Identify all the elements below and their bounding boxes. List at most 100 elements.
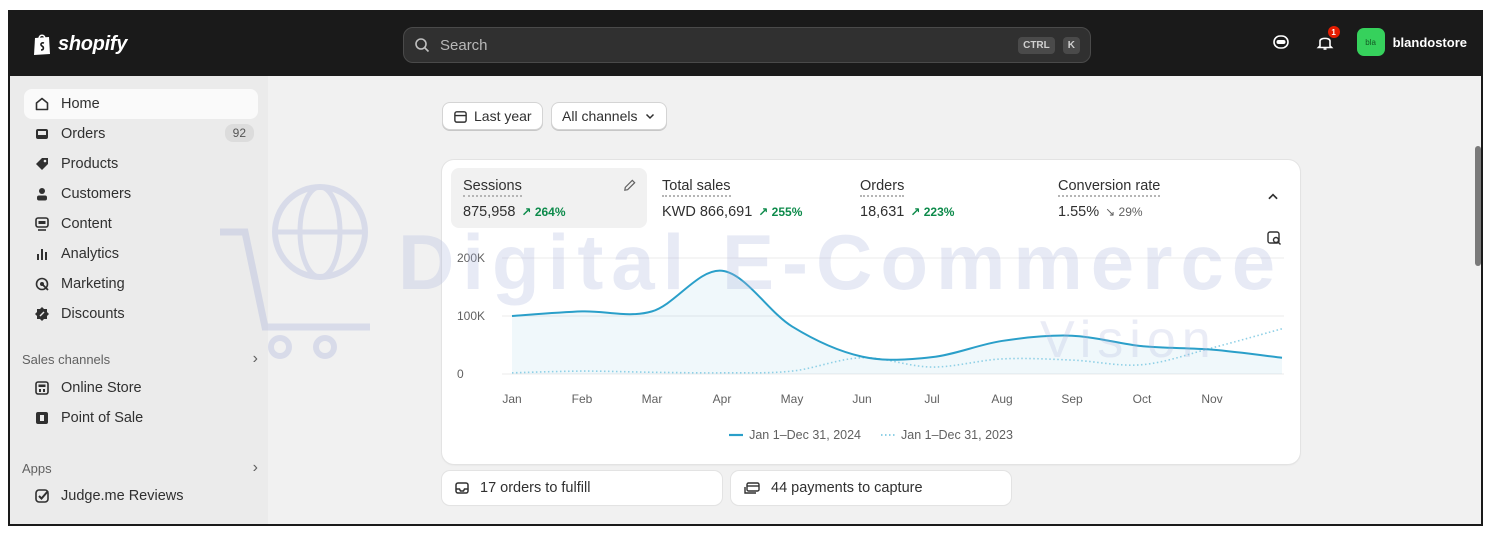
store-name: blandostore <box>1392 34 1467 50</box>
sidebar-item-home[interactable]: Home <box>24 89 258 119</box>
shortcut-key-ctrl: CTRL <box>1018 36 1055 54</box>
search-icon <box>415 38 430 53</box>
sidebar-item-discounts[interactable]: Discounts <box>24 299 258 329</box>
watermark-text: Digital E-Commerce <box>398 218 1284 306</box>
notifications-button[interactable]: 1 <box>1313 26 1340 54</box>
chevron-down-icon <box>645 113 654 120</box>
home-icon <box>34 96 50 112</box>
inbox-icon <box>34 126 50 142</box>
shortcut-key-k: K <box>1062 36 1080 54</box>
x-tick-label: Jan <box>502 392 521 406</box>
metric-value: 18,631 <box>860 204 905 220</box>
metric-label: Orders <box>860 178 905 197</box>
channels-dropdown[interactable]: All channels <box>551 102 667 130</box>
metric-change-value: 255% <box>771 205 803 219</box>
metric-orders[interactable]: Orders 18,631 ↗ 223% <box>848 168 1044 228</box>
x-tick-label: Jul <box>924 392 939 406</box>
chart-settings-icon[interactable] <box>1266 230 1282 246</box>
sidekick-button[interactable] <box>1269 30 1293 54</box>
legend-dotted-swatch <box>881 434 895 436</box>
sidebar-item-content[interactable]: Content <box>24 209 258 239</box>
x-tick-label: Mar <box>642 392 663 406</box>
content-icon <box>34 216 50 232</box>
metric-change-up: ↗ 255% <box>758 205 803 219</box>
logo-text: shopify <box>58 32 128 55</box>
legend-item-current[interactable]: Jan 1–Dec 31, 2024 <box>729 428 861 442</box>
metric-total-sales[interactable]: Total sales KWD 866,691 ↗ 255% <box>650 168 846 228</box>
y-tick-label: 0 <box>457 367 464 381</box>
metric-change-value: 223% <box>923 205 955 219</box>
section-title: Apps <box>22 460 52 476</box>
notification-badge: 1 <box>1327 26 1340 38</box>
channels-label: All channels <box>562 108 638 124</box>
sidebar-item-customers[interactable]: Customers <box>24 179 258 209</box>
apps-header[interactable]: Apps › <box>22 459 258 477</box>
sidebar-item-online-store[interactable]: Online Store <box>24 373 258 403</box>
sidekick-icon <box>1272 35 1289 49</box>
sidebar-item-point-of-sale[interactable]: Point of Sale <box>24 403 258 433</box>
sidebar-item-label: Marketing <box>61 276 125 292</box>
pos-icon <box>34 410 50 426</box>
main-scrollbar[interactable] <box>1475 146 1481 266</box>
series-area-current <box>512 270 1282 374</box>
sidebar-item-label: Discounts <box>61 306 125 322</box>
metric-value: 1.55% <box>1058 204 1100 220</box>
task-label: 17 orders to fulfill <box>480 480 591 496</box>
pencil-icon[interactable] <box>622 178 637 193</box>
top-bar: shopify CTRL K 1 <box>10 12 1481 76</box>
store-avatar: bla <box>1356 28 1385 56</box>
store-menu[interactable]: bla blandostore <box>1356 28 1467 56</box>
section-title: Sales channels <box>22 351 111 367</box>
sidebar-item-label: Content <box>61 216 112 232</box>
y-tick-label: 100K <box>457 309 485 323</box>
metric-change-up: ↗ 264% <box>521 205 566 219</box>
date-range-button[interactable]: Last year <box>442 102 543 130</box>
x-tick-label: Aug <box>991 392 1012 406</box>
legend-label: Jan 1–Dec 31, 2023 <box>901 428 1013 442</box>
payments-to-capture-task[interactable]: 44 payments to capture <box>731 471 1011 505</box>
inbox-icon <box>455 482 469 494</box>
judgeme-icon <box>34 488 50 504</box>
sidebar-item-label: Judge.me Reviews <box>61 488 184 504</box>
metric-label: Conversion rate <box>1058 178 1161 197</box>
sidebar-item-analytics[interactable]: Analytics <box>24 239 258 269</box>
metric-change-up: ↗ 223% <box>910 205 955 219</box>
sidebar-item-judgeme-reviews[interactable]: Judge.me Reviews <box>24 481 258 511</box>
analytics-card: Sessions 875,958 ↗ 264% Total sales KWD … <box>442 160 1300 464</box>
metric-label: Total sales <box>662 178 731 197</box>
x-tick-label: Sep <box>1061 392 1083 406</box>
x-tick-label: Jun <box>852 392 871 406</box>
x-tick-label: Oct <box>1133 392 1152 406</box>
legend-item-previous[interactable]: Jan 1–Dec 31, 2023 <box>881 428 1013 442</box>
metric-change-value: 264% <box>534 205 566 219</box>
x-tick-label: Nov <box>1201 392 1222 406</box>
orders-count-badge: 92 <box>224 124 254 142</box>
sidebar-item-products[interactable]: Products <box>24 149 258 179</box>
metric-change-down: ↘ 29% <box>1105 205 1143 219</box>
legend-label: Jan 1–Dec 31, 2024 <box>749 428 861 442</box>
sales-channels-header[interactable]: Sales channels › <box>22 350 258 368</box>
metric-conversion-rate[interactable]: Conversion rate 1.55% ↘ 29% <box>1046 168 1242 228</box>
sidebar-item-label: Home <box>61 96 100 112</box>
shopify-bag-icon <box>34 34 50 55</box>
chevron-up-icon[interactable] <box>1266 190 1280 204</box>
app-window: shopify CTRL K 1 <box>8 10 1483 526</box>
x-tick-label: Feb <box>572 392 593 406</box>
x-tick-label: Apr <box>713 392 732 406</box>
tag-icon <box>34 156 50 172</box>
bar-chart-icon <box>34 246 50 262</box>
calendar-icon <box>454 110 467 123</box>
orders-to-fulfill-task[interactable]: 17 orders to fulfill <box>442 471 722 505</box>
main-content: Last year All channels Sessions 875,958 … <box>268 76 1481 524</box>
metric-change-value: 29% <box>1118 205 1143 219</box>
chart-legend: Jan 1–Dec 31, 2024 Jan 1–Dec 31, 2023 <box>442 428 1300 442</box>
metric-sessions[interactable]: Sessions 875,958 ↗ 264% <box>451 168 647 228</box>
shopify-logo[interactable]: shopify <box>32 32 127 56</box>
sidebar-item-label: Online Store <box>61 380 142 396</box>
sidebar-item-orders[interactable]: Orders 92 <box>24 119 258 149</box>
metric-value: 875,958 <box>463 204 516 220</box>
sidebar-item-marketing[interactable]: Marketing <box>24 269 258 299</box>
search-input[interactable] <box>438 35 1007 55</box>
search-bar[interactable]: CTRL K <box>403 27 1091 63</box>
target-icon <box>34 276 50 292</box>
